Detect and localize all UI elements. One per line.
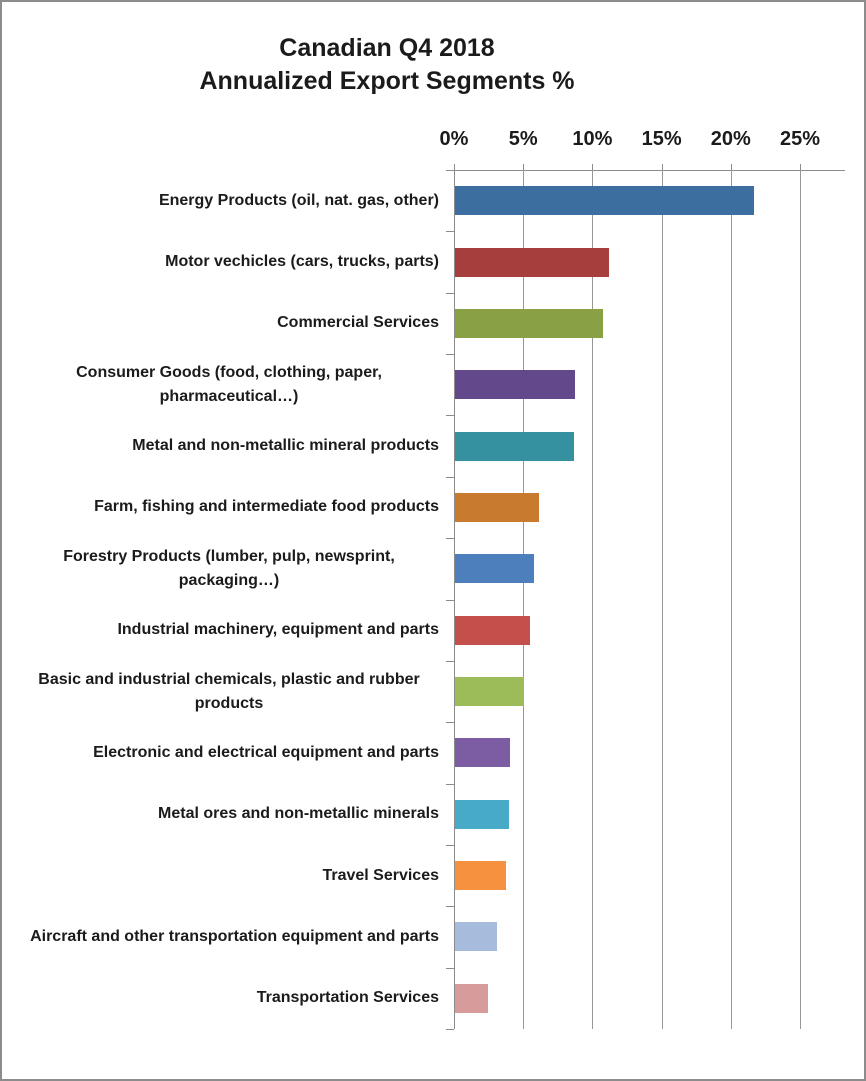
bar bbox=[455, 861, 506, 890]
x-axis-tick bbox=[454, 164, 455, 175]
category-label: Energy Products (oil, nat. gas, other) bbox=[19, 170, 439, 231]
grid-line bbox=[523, 170, 525, 1029]
y-axis-tick bbox=[446, 784, 454, 785]
category-label-text: Aircraft and other transportation equipm… bbox=[30, 927, 439, 945]
category-label-text: Consumer Goods (food, clothing, paper, p… bbox=[76, 363, 382, 405]
y-axis-tick bbox=[446, 661, 454, 662]
y-axis-tick bbox=[446, 538, 454, 539]
category-label-text: Industrial machinery, equipment and part… bbox=[117, 621, 439, 639]
category-label-text: Travel Services bbox=[322, 866, 439, 884]
category-label: Industrial machinery, equipment and part… bbox=[19, 600, 439, 661]
x-axis-tick bbox=[592, 164, 594, 175]
chart-title: Canadian Q4 2018 Annualized Export Segme… bbox=[2, 32, 772, 98]
y-axis-tick bbox=[446, 1029, 454, 1030]
x-axis-tick bbox=[800, 164, 801, 175]
category-label: Electronic and electrical equipment and … bbox=[19, 722, 439, 783]
category-label: Forestry Products (lumber, pulp, newspri… bbox=[19, 538, 439, 599]
category-label: Travel Services bbox=[19, 845, 439, 906]
category-label: Metal and non-metallic mineral products bbox=[19, 415, 439, 476]
y-axis-tick bbox=[446, 722, 454, 723]
category-label: Motor vechicles (cars, trucks, parts) bbox=[19, 231, 439, 292]
category-label: Aircraft and other transportation equipm… bbox=[19, 906, 439, 967]
bar bbox=[455, 370, 575, 399]
category-label-text: Farm, fishing and intermediate food prod… bbox=[94, 498, 439, 516]
category-label: Metal ores and non-metallic minerals bbox=[19, 784, 439, 845]
bar bbox=[455, 677, 524, 706]
y-axis-tick bbox=[446, 845, 454, 846]
category-label: Farm, fishing and intermediate food prod… bbox=[19, 477, 439, 538]
y-axis-tick bbox=[446, 293, 454, 294]
bar bbox=[455, 984, 488, 1013]
category-label-text: Metal and non-metallic mineral products bbox=[132, 437, 439, 455]
category-label: Commercial Services bbox=[19, 293, 439, 354]
bar bbox=[455, 309, 603, 338]
bar bbox=[455, 738, 510, 767]
category-label-text: Commercial Services bbox=[277, 314, 439, 332]
y-axis-tick bbox=[446, 170, 454, 171]
grid-line bbox=[730, 170, 732, 1029]
x-axis-line bbox=[448, 170, 845, 171]
y-axis-tick bbox=[446, 415, 454, 416]
x-tick-label: 20% bbox=[710, 128, 751, 150]
grid-line bbox=[800, 170, 801, 1029]
y-axis-tick bbox=[446, 231, 454, 232]
category-label: Consumer Goods (food, clothing, paper, p… bbox=[19, 354, 439, 415]
chart-title-line2: Annualized Export Segments % bbox=[199, 67, 575, 95]
category-label-text: Motor vechicles (cars, trucks, parts) bbox=[165, 253, 439, 271]
bar bbox=[455, 493, 539, 522]
x-axis-tick bbox=[523, 164, 525, 175]
bar bbox=[455, 800, 509, 829]
bar bbox=[455, 554, 534, 583]
x-tick-label: 10% bbox=[572, 128, 613, 150]
category-label-text: Basic and industrial chemicals, plastic … bbox=[38, 670, 420, 712]
x-tick-label: 25% bbox=[779, 128, 821, 150]
bar bbox=[455, 616, 530, 645]
category-label-text: Transportation Services bbox=[256, 989, 439, 1007]
bar bbox=[455, 922, 497, 951]
category-label-text: Metal ores and non-metallic minerals bbox=[158, 805, 439, 823]
category-label-text: Electronic and electrical equipment and … bbox=[93, 743, 439, 761]
bar bbox=[455, 248, 609, 277]
y-axis-tick bbox=[446, 354, 454, 355]
category-label: Transportation Services bbox=[19, 968, 439, 1029]
grid-line bbox=[661, 170, 663, 1029]
y-axis-tick bbox=[446, 968, 454, 969]
y-axis-tick bbox=[446, 906, 454, 907]
category-label-text: Forestry Products (lumber, pulp, newspri… bbox=[63, 547, 395, 589]
bar bbox=[455, 186, 754, 215]
chart-title-line1: Canadian Q4 2018 bbox=[279, 34, 495, 62]
y-axis-tick bbox=[446, 477, 454, 478]
x-tick-label: 0% bbox=[439, 128, 469, 150]
x-axis-tick bbox=[730, 164, 732, 175]
category-label: Basic and industrial chemicals, plastic … bbox=[19, 661, 439, 722]
x-axis-tick bbox=[661, 164, 663, 175]
x-tick-label: 5% bbox=[508, 128, 538, 150]
category-label-text: Energy Products (oil, nat. gas, other) bbox=[158, 191, 439, 209]
y-axis-tick bbox=[446, 600, 454, 601]
y-axis-line bbox=[454, 170, 455, 1029]
bar bbox=[455, 432, 574, 461]
x-tick-label: 15% bbox=[641, 128, 682, 150]
grid-line bbox=[592, 170, 594, 1029]
